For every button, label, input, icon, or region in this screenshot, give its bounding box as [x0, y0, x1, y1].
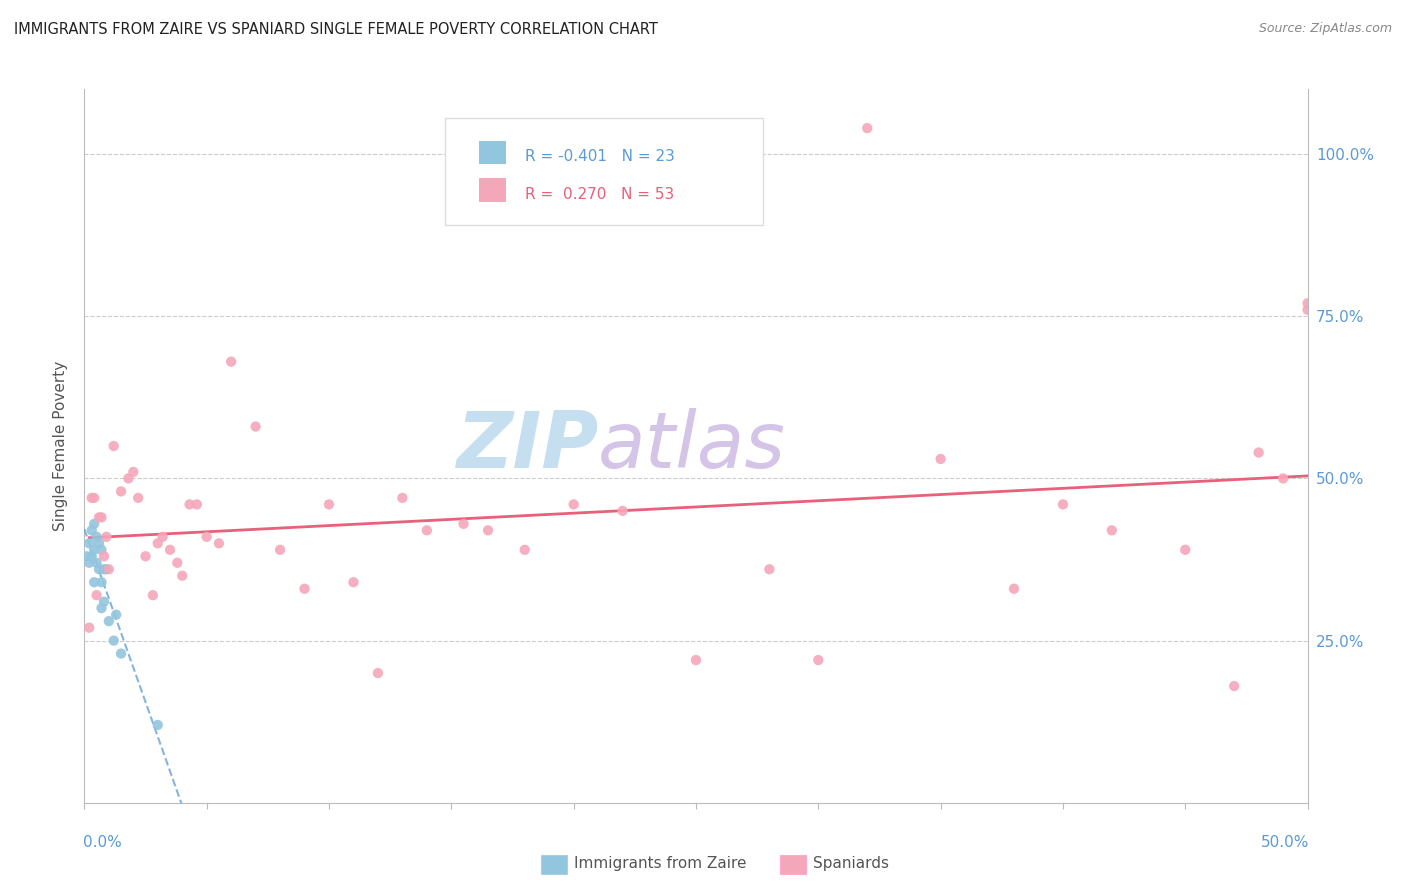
Point [612, 504, 634, 518]
Point [1272, 471, 1295, 485]
Y-axis label: Single Female Poverty: Single Female Poverty [53, 361, 69, 531]
Point [146, 536, 169, 550]
Point [1002, 582, 1025, 596]
Point [90, 575, 112, 590]
Point [77, 621, 100, 635]
Point [90, 601, 112, 615]
FancyBboxPatch shape [446, 118, 763, 225]
Point [152, 530, 174, 544]
Text: Immigrants from Zaire: Immigrants from Zaire [574, 856, 747, 871]
Point [96, 562, 118, 576]
Point [146, 718, 169, 732]
Point [294, 582, 316, 596]
Text: Spaniards: Spaniards [813, 856, 889, 871]
Point [1052, 497, 1074, 511]
Point [110, 647, 132, 661]
Point [117, 471, 139, 485]
Point [103, 439, 125, 453]
Point [77, 556, 100, 570]
Point [929, 452, 952, 467]
Point [856, 121, 879, 136]
Point [1296, 296, 1319, 310]
Point [87, 510, 110, 524]
FancyBboxPatch shape [479, 141, 506, 164]
Point [758, 562, 780, 576]
Text: R =  0.270   N = 53: R = 0.270 N = 53 [524, 187, 673, 202]
Point [87, 536, 110, 550]
Point [90, 510, 112, 524]
Text: 50.0%: 50.0% [1260, 835, 1309, 850]
Point [96, 530, 118, 544]
Point [685, 653, 707, 667]
Point [367, 666, 389, 681]
Point [105, 607, 128, 622]
Point [87, 562, 110, 576]
Point [416, 524, 439, 538]
Point [127, 491, 149, 505]
Text: ZIP: ZIP [456, 408, 598, 484]
Point [172, 568, 194, 582]
Point [186, 497, 208, 511]
Point [453, 516, 475, 531]
Text: atlas: atlas [598, 408, 786, 484]
Point [1174, 542, 1197, 557]
Point [122, 465, 145, 479]
Point [1101, 524, 1123, 538]
Point [93, 549, 115, 564]
Point [86, 588, 108, 602]
Point [83, 491, 105, 505]
Point [195, 530, 218, 544]
Point [110, 484, 132, 499]
Point [76, 549, 98, 564]
Point [477, 524, 499, 538]
Point [208, 536, 231, 550]
Point [80, 491, 103, 505]
Point [159, 542, 181, 557]
Point [219, 354, 242, 368]
Text: Source: ZipAtlas.com: Source: ZipAtlas.com [1258, 22, 1392, 36]
Point [1223, 679, 1246, 693]
Point [166, 556, 188, 570]
Point [391, 491, 413, 505]
Point [179, 497, 201, 511]
Point [269, 542, 291, 557]
Point [513, 542, 536, 557]
Point [807, 653, 830, 667]
Point [77, 536, 100, 550]
Point [83, 516, 105, 531]
Point [83, 575, 105, 590]
Point [142, 588, 165, 602]
Point [93, 595, 115, 609]
Point [342, 575, 364, 590]
Point [97, 614, 120, 628]
Point [80, 549, 103, 564]
Point [1296, 302, 1319, 317]
Point [86, 530, 108, 544]
Point [562, 497, 585, 511]
Point [97, 562, 120, 576]
Text: 0.0%: 0.0% [83, 835, 122, 850]
FancyBboxPatch shape [479, 178, 506, 202]
Point [245, 419, 267, 434]
Point [83, 542, 105, 557]
Point [103, 633, 125, 648]
Text: R = -0.401   N = 23: R = -0.401 N = 23 [524, 150, 675, 164]
Point [93, 562, 115, 576]
Point [80, 524, 103, 538]
Text: IMMIGRANTS FROM ZAIRE VS SPANIARD SINGLE FEMALE POVERTY CORRELATION CHART: IMMIGRANTS FROM ZAIRE VS SPANIARD SINGLE… [14, 22, 658, 37]
Point [135, 549, 157, 564]
Point [86, 556, 108, 570]
Point [90, 542, 112, 557]
Point [318, 497, 340, 511]
Point [1247, 445, 1270, 459]
